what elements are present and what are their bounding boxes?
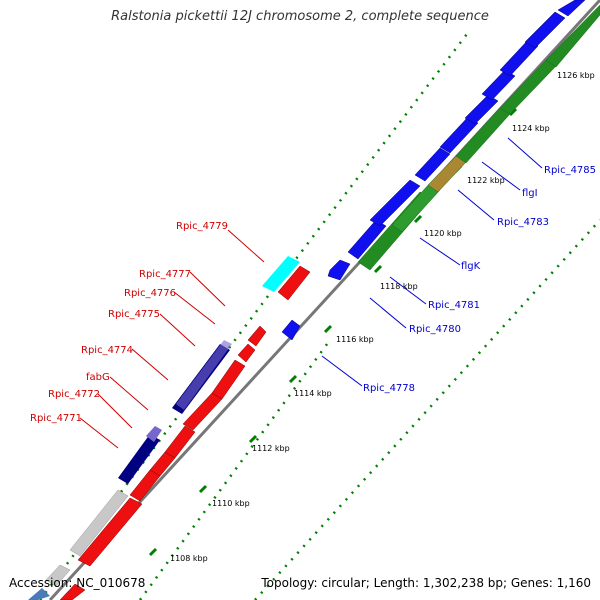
forward-gene-track	[357, 4, 600, 271]
gene-label: flgI	[522, 188, 538, 199]
map-title: Ralstonia pickettii 12J chromosome 2, co…	[111, 9, 489, 24]
gene-label: Rpic_4774	[81, 345, 133, 356]
gene-label: Rpic_4776	[124, 288, 176, 299]
major-ticks	[148, 57, 558, 557]
summary-text: Topology: circular; Length: 1,302,238 bp…	[261, 576, 591, 590]
tick-label: 1122 kbp	[467, 176, 505, 185]
accession-text: Accession: NC_010678	[9, 576, 146, 590]
gene-label: Rpic_4777	[139, 269, 191, 280]
gene-label: flgK	[461, 261, 481, 272]
reverse-gene-track	[45, 489, 129, 587]
tick-label: 1112 kbp	[252, 444, 290, 453]
tick-label: 1114 kbp	[294, 389, 332, 398]
forward-cds-track	[281, 0, 586, 341]
gene-label: Rpic_4771	[30, 413, 82, 424]
gene-label: Rpic_4778	[363, 383, 415, 394]
tick-label: 1124 kbp	[512, 124, 550, 133]
tick-label: 1120 kbp	[424, 229, 462, 238]
left-label-lines	[79, 229, 265, 449]
gene-label: Rpic_4783	[497, 217, 549, 228]
gene-label: Rpic_4785	[544, 165, 596, 176]
tick-label: 1116 kbp	[336, 335, 374, 344]
dark-features	[28, 256, 300, 600]
gene-label: Rpic_4781	[428, 300, 480, 311]
outer-tick-line	[254, 219, 600, 600]
reverse-cds-track	[59, 265, 311, 600]
tick-label: 1108 kbp	[170, 554, 208, 563]
gene-label: Rpic_4775	[108, 309, 160, 320]
gene-label: fabG	[86, 372, 110, 383]
gene-label: Rpic_4772	[48, 389, 100, 400]
inner-tick-line-top	[279, 29, 471, 281]
gene-label: Rpic_4779	[176, 221, 228, 232]
tick-label: 1118 kbp	[380, 282, 418, 291]
gene-label: Rpic_4780	[409, 324, 461, 335]
tick-label: 1110 kbp	[212, 499, 250, 508]
tick-label: 1126 kbp	[557, 71, 595, 80]
right-label-lines	[321, 137, 543, 387]
